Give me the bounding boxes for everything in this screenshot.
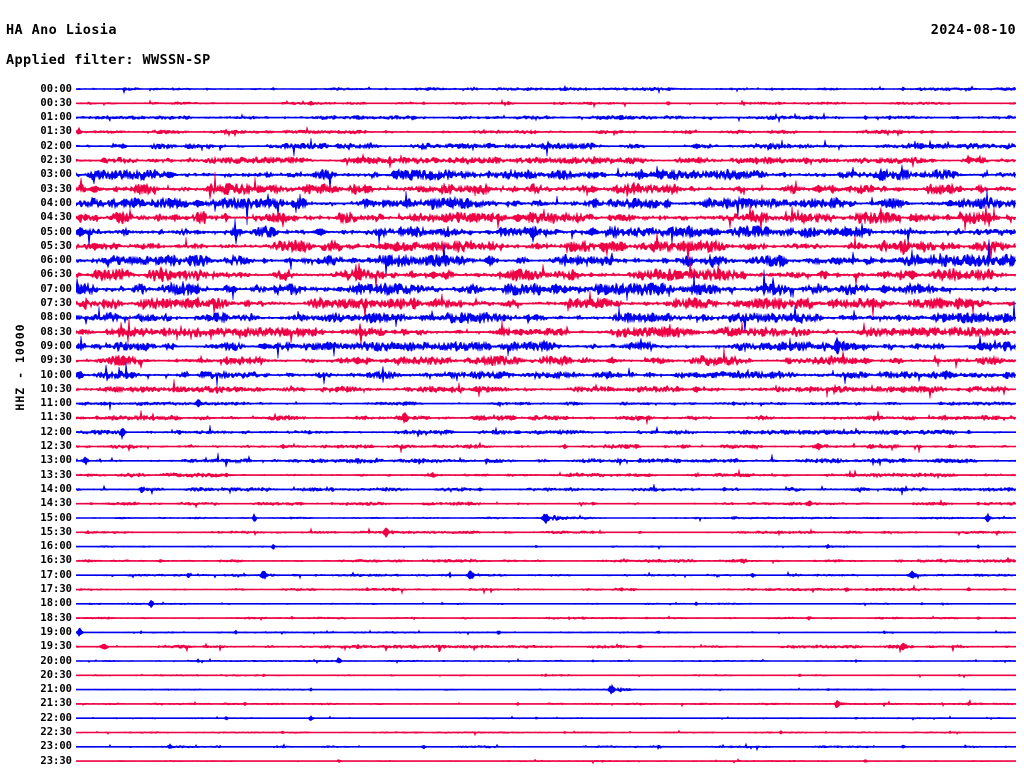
- time-label: 21:30: [40, 697, 72, 710]
- trace-0930: [76, 346, 1016, 369]
- time-label: 15:00: [40, 511, 72, 524]
- time-label: 08:00: [40, 311, 72, 324]
- time-label: 23:30: [40, 754, 72, 767]
- time-label: 14:00: [40, 482, 72, 495]
- time-label: 01:00: [40, 111, 72, 124]
- time-label: 03:00: [40, 168, 72, 181]
- time-label: 05:00: [40, 225, 72, 238]
- time-label: 11:00: [40, 397, 72, 410]
- time-label: 11:30: [40, 411, 72, 424]
- seismogram-traces: [76, 84, 1016, 765]
- time-label: 09:00: [40, 339, 72, 352]
- time-label: 07:30: [40, 297, 72, 309]
- trace-0430: [76, 205, 1016, 234]
- time-label: 06:00: [40, 254, 72, 267]
- trace-1230: [76, 441, 1016, 454]
- trace-1930: [76, 642, 1016, 653]
- time-axis-labels: 00:00 00:30 01:00 01:30 02:00 02:30 03:00 03:30…: [0, 0, 72, 780]
- time-label: 16:00: [40, 540, 72, 553]
- time-label: 02:30: [40, 154, 72, 166]
- time-label: 01:30: [40, 125, 72, 138]
- station-title: HA Ano Liosia: [6, 22, 117, 38]
- trace-0200: [76, 138, 1016, 157]
- time-label: 22:30: [40, 726, 72, 738]
- time-label: 23:00: [40, 740, 72, 753]
- time-label: 10:00: [40, 368, 72, 381]
- time-label: 04:30: [40, 211, 72, 224]
- time-label: 20:00: [40, 654, 72, 667]
- time-label: 15:30: [40, 525, 72, 538]
- trace-1100: [76, 399, 1016, 411]
- time-label: 17:00: [40, 568, 72, 581]
- time-label: 22:00: [40, 711, 72, 724]
- time-label: 09:30: [40, 354, 72, 367]
- trace-0630: [76, 262, 1016, 290]
- time-label: 13:30: [40, 468, 72, 481]
- trace-0500: [76, 218, 1016, 248]
- time-label: 18:00: [40, 597, 72, 610]
- trace-canvas: [76, 82, 1016, 770]
- time-label: 14:30: [40, 497, 72, 510]
- time-label: 19:00: [40, 625, 72, 638]
- trace-0530: [76, 232, 1016, 263]
- time-label: 07:00: [40, 282, 72, 295]
- time-label: 19:30: [40, 640, 72, 653]
- time-label: 00:30: [40, 96, 72, 109]
- time-label: 12:00: [40, 425, 72, 438]
- trace-1330: [76, 469, 1016, 480]
- time-label: 06:30: [40, 268, 72, 281]
- time-label: 04:00: [40, 196, 72, 209]
- time-label: 08:30: [40, 325, 72, 338]
- trace-0400: [76, 188, 1016, 226]
- time-label: 03:30: [40, 182, 72, 195]
- time-label: 21:00: [40, 683, 72, 696]
- time-label: 16:30: [40, 554, 72, 567]
- time-label: 02:00: [40, 139, 72, 152]
- time-label: 00:00: [40, 82, 72, 95]
- trace-1300: [76, 452, 1016, 468]
- time-label: 12:30: [40, 440, 72, 452]
- date-label: 2024-08-10: [930, 22, 1016, 38]
- time-label: 13:00: [40, 454, 72, 467]
- applied-filter-label: Applied filter: WWSSN-SP: [6, 52, 211, 68]
- time-label: 10:30: [40, 382, 72, 395]
- time-label: 17:30: [40, 583, 72, 595]
- time-label: 20:30: [40, 668, 72, 681]
- time-label: 18:30: [40, 611, 72, 624]
- time-label: 05:30: [40, 239, 72, 252]
